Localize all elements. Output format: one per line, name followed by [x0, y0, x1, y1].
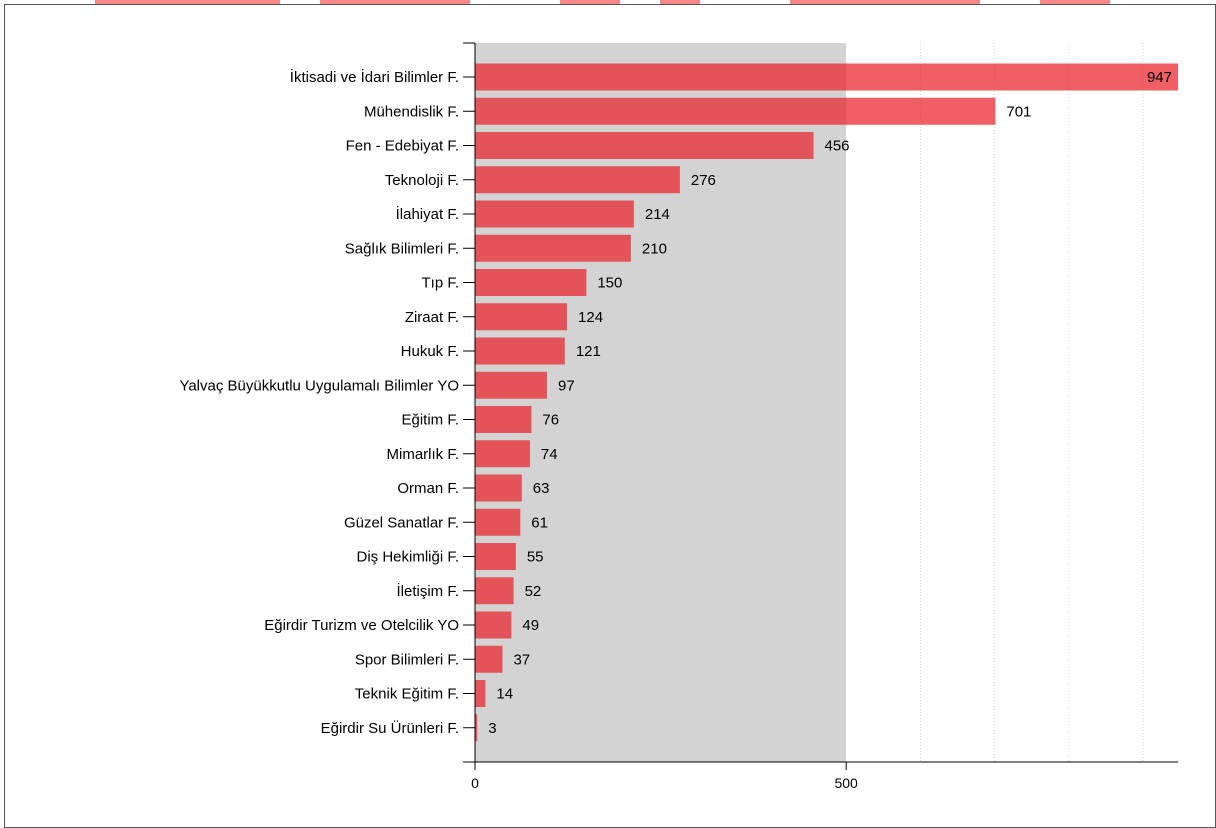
- category-label: Spor Bilimleri F.: [355, 651, 459, 668]
- bar: [475, 440, 530, 468]
- data-label: 3: [488, 720, 496, 737]
- data-label: 276: [691, 172, 716, 189]
- bar: [475, 166, 680, 194]
- category-label: Orman F.: [397, 480, 459, 497]
- category-label: Ziraat F.: [405, 309, 459, 326]
- x-tick-label: 500: [834, 775, 858, 791]
- data-label: 214: [645, 206, 670, 223]
- category-label: İktisadi ve İdari Bilimler F.: [290, 68, 459, 86]
- bar: [475, 645, 503, 673]
- category-label: İlahiyat F.: [396, 205, 459, 223]
- bar: [475, 132, 814, 159]
- data-label: 210: [642, 240, 667, 257]
- bar: [475, 337, 565, 365]
- bar: [475, 508, 521, 536]
- watermark-stroke: [95, 0, 280, 4]
- bar: [475, 371, 548, 399]
- category-label: Teknoloji F.: [385, 172, 459, 189]
- data-label: 52: [525, 583, 542, 600]
- bar: [475, 714, 478, 742]
- shaded-region: [475, 43, 847, 762]
- data-label: 97: [558, 377, 575, 394]
- data-label: 947: [1147, 69, 1172, 86]
- bar: [475, 406, 532, 433]
- bar: [475, 611, 512, 639]
- category-label: Fen - Edebiyat F.: [346, 138, 459, 155]
- data-label: 14: [496, 686, 513, 703]
- data-label: 63: [533, 480, 550, 497]
- x-tick-label: 0: [471, 775, 479, 791]
- category-label: Sağlık Bilimleri F.: [345, 240, 459, 257]
- bar: [475, 474, 522, 502]
- data-label: 124: [578, 309, 603, 326]
- bar: [475, 269, 587, 296]
- watermark-stroke: [1040, 0, 1110, 4]
- data-label: 456: [825, 138, 850, 155]
- data-label: 701: [1006, 103, 1031, 120]
- category-label: Eğirdir Su Ürünleri F.: [321, 719, 459, 737]
- bar: [475, 303, 568, 331]
- data-label: 49: [522, 617, 539, 634]
- category-label: Eğirdir Turizm ve Otelcilik YO: [264, 617, 459, 634]
- data-label: 55: [527, 549, 544, 566]
- bar: [475, 680, 486, 707]
- bar: [475, 577, 514, 605]
- category-label: Diş Hekimliği F.: [356, 549, 459, 566]
- category-label: Mimarlık F.: [387, 446, 460, 463]
- bar: [475, 234, 631, 262]
- category-label: Eğitim F.: [401, 412, 459, 429]
- category-label: Güzel Sanatlar F.: [344, 514, 459, 531]
- bar: [475, 543, 516, 570]
- data-label: 61: [531, 514, 548, 531]
- data-label: 150: [597, 275, 622, 292]
- bar: [475, 63, 1178, 91]
- watermark: [95, 0, 1110, 4]
- category-label: İletişim F.: [396, 582, 459, 600]
- category-label: Tıp F.: [421, 275, 459, 292]
- category-label: Yalvaç Büyükkutlu Uygulamalı Bilimler YO: [179, 377, 459, 394]
- watermark-stroke: [320, 0, 470, 4]
- data-label: 121: [576, 343, 601, 360]
- bar: [475, 97, 996, 125]
- bar: [475, 200, 634, 228]
- watermark-stroke: [560, 0, 620, 4]
- category-label: Teknik Eğitim F.: [355, 686, 459, 703]
- data-label: 76: [542, 412, 559, 429]
- data-label: 74: [541, 446, 558, 463]
- category-label: Mühendislik F.: [364, 103, 459, 120]
- watermark-stroke: [660, 0, 700, 4]
- category-label: Hukuk F.: [401, 343, 459, 360]
- data-label: 37: [513, 651, 530, 668]
- watermark-stroke: [790, 0, 980, 4]
